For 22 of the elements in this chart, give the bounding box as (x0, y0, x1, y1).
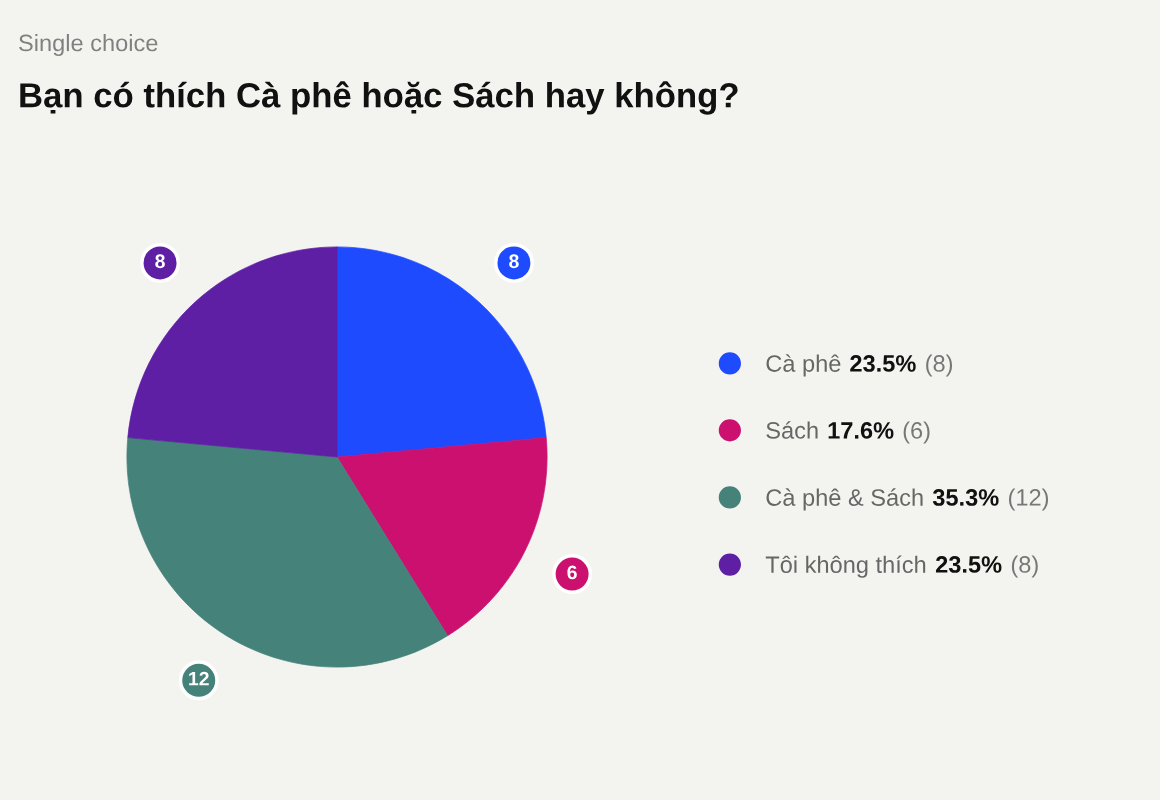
data-label: 6 (567, 565, 577, 580)
legend-label: Sách (766, 421, 818, 439)
pie-slice (336, 246, 547, 458)
text: (8) (1011, 555, 1038, 578)
chart-subtitle: Single choice (19, 34, 158, 56)
data-label: 8 (509, 254, 519, 269)
legend-label: Cà phê (766, 354, 841, 377)
legend-label: Tôi không thích (765, 555, 926, 578)
legend-label: Cà phê & Sách (766, 488, 923, 511)
text: (6) (903, 421, 930, 444)
chart-title: Bạn có thích Cà phê hoặc Sách hay không? (20, 81, 738, 115)
data-label: 12 (189, 671, 209, 686)
pie-slice (127, 246, 338, 458)
text: 35.3% (932, 489, 999, 506)
text: (12) (1008, 488, 1049, 511)
pie-slice (126, 437, 448, 668)
data-label: 8 (155, 254, 165, 269)
pie-slice (336, 437, 548, 636)
text: 23.5% (935, 556, 1002, 573)
text: (8) (926, 354, 953, 377)
text: 23.5% (850, 355, 916, 372)
text: 17.6% (828, 422, 894, 439)
